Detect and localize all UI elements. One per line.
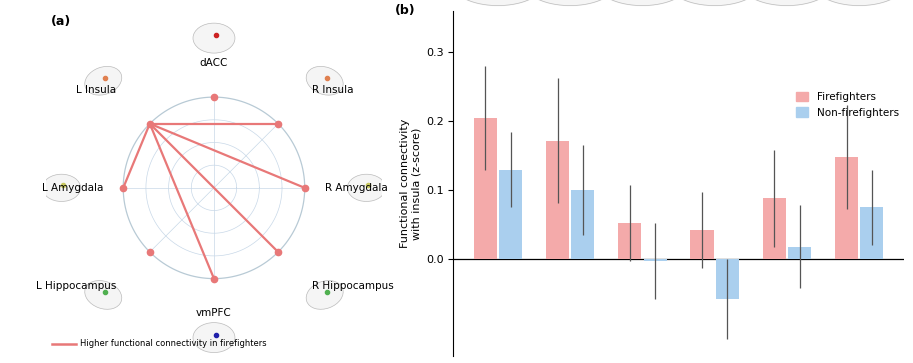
Bar bbox=[716, 259, 739, 299]
Text: (b): (b) bbox=[394, 4, 415, 17]
Text: L Amygdala: L Amygdala bbox=[42, 183, 103, 193]
Polygon shape bbox=[597, 0, 688, 5]
Text: L Hippocampus: L Hippocampus bbox=[36, 281, 116, 291]
Ellipse shape bbox=[42, 174, 80, 201]
Text: Higher functional connectivity in firefighters: Higher functional connectivity in firefi… bbox=[79, 339, 267, 348]
Polygon shape bbox=[452, 0, 543, 5]
Ellipse shape bbox=[306, 281, 343, 309]
Ellipse shape bbox=[347, 174, 385, 201]
Ellipse shape bbox=[85, 66, 121, 95]
Bar bbox=[762, 199, 786, 259]
Text: R Insula: R Insula bbox=[312, 85, 353, 95]
Bar bbox=[788, 247, 811, 259]
Text: R Hippocampus: R Hippocampus bbox=[312, 281, 394, 291]
Bar bbox=[644, 259, 666, 261]
Polygon shape bbox=[741, 0, 833, 5]
Y-axis label: Functional connectivity
with insula (z-score): Functional connectivity with insula (z-s… bbox=[400, 119, 422, 248]
Text: vmPFC: vmPFC bbox=[196, 307, 232, 318]
Text: L Insula: L Insula bbox=[76, 85, 116, 95]
Polygon shape bbox=[525, 0, 615, 5]
Bar bbox=[618, 223, 641, 259]
Ellipse shape bbox=[85, 281, 121, 309]
Bar bbox=[572, 190, 594, 259]
Ellipse shape bbox=[193, 23, 235, 53]
Bar bbox=[474, 118, 497, 259]
Text: R Amygdala: R Amygdala bbox=[325, 183, 387, 193]
Bar bbox=[499, 170, 522, 259]
Bar bbox=[860, 207, 884, 259]
Ellipse shape bbox=[193, 323, 235, 352]
Legend: Firefighters, Non-firefighters: Firefighters, Non-firefighters bbox=[796, 92, 898, 118]
Bar bbox=[546, 140, 569, 259]
Text: dACC: dACC bbox=[200, 58, 228, 68]
Ellipse shape bbox=[306, 66, 343, 95]
Polygon shape bbox=[813, 0, 905, 5]
Polygon shape bbox=[669, 0, 761, 5]
Bar bbox=[835, 157, 858, 259]
Bar bbox=[690, 230, 714, 259]
Text: (a): (a) bbox=[50, 15, 71, 28]
